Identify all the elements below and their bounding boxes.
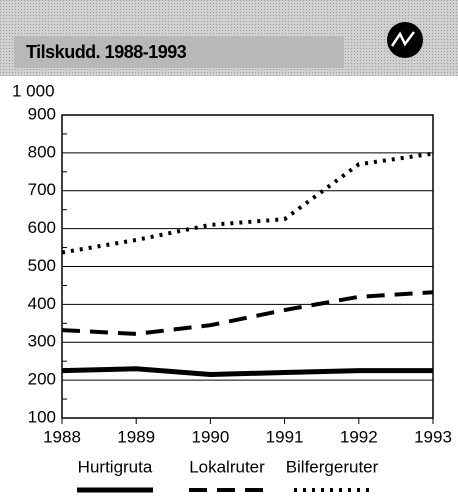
x-tick-label: 1988 bbox=[43, 427, 81, 446]
x-tick-label: 1992 bbox=[340, 427, 378, 446]
y-tick-label: 100 bbox=[28, 407, 56, 426]
y-tick-label: 700 bbox=[28, 180, 56, 199]
y-tick-label: 800 bbox=[28, 142, 56, 161]
logo bbox=[387, 22, 423, 58]
legend-label: Hurtigruta bbox=[78, 457, 153, 476]
series-line bbox=[61, 151, 434, 255]
series-line bbox=[61, 366, 433, 377]
y-tick-label: 200 bbox=[28, 370, 56, 389]
logo-mark bbox=[390, 31, 415, 47]
x-tick-label: 1989 bbox=[117, 427, 155, 446]
x-tick-label: 1993 bbox=[414, 427, 452, 446]
y-tick-label: 400 bbox=[28, 294, 56, 313]
series-line bbox=[61, 290, 434, 336]
legend-label: Lokalruter bbox=[189, 457, 265, 476]
plot-frame bbox=[61, 114, 434, 419]
y-tick-label: 300 bbox=[28, 332, 56, 351]
y-tick-label: 500 bbox=[28, 256, 56, 275]
x-tick-label: 1990 bbox=[191, 427, 229, 446]
y-tick-label: 900 bbox=[28, 104, 56, 123]
y-axis-label: 1 000 bbox=[12, 81, 55, 100]
y-tick-label: 600 bbox=[28, 218, 56, 237]
legend-label: Bilfergeruter bbox=[286, 457, 379, 476]
x-tick-label: 1991 bbox=[266, 427, 304, 446]
chart-title: Tilskudd. 1988-1993 bbox=[26, 42, 187, 62]
title-band bbox=[14, 36, 344, 68]
